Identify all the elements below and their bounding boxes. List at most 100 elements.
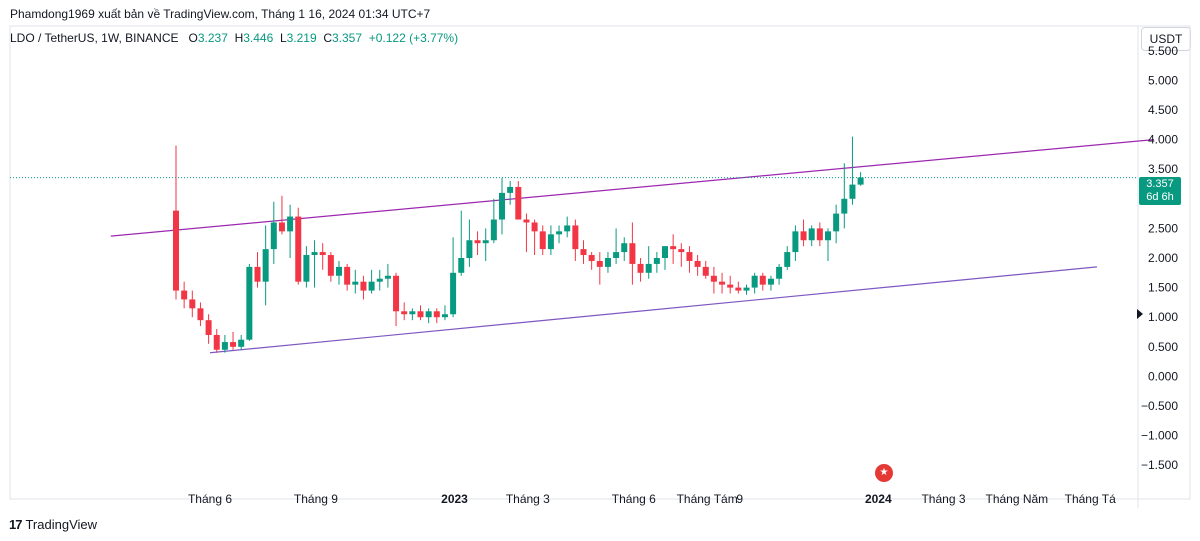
candle [604,252,611,273]
candle-body [547,234,554,250]
candle [230,332,237,350]
candle [539,225,546,256]
close-value: 3.357 [332,31,363,45]
candle [556,225,563,244]
candle [670,234,677,264]
last-price-badge: 3.357 6d 6h [1139,177,1181,205]
price-tick-label: −0.500 [1141,399,1178,413]
time-tick-label: Tháng Tám [677,492,738,506]
candle [417,305,424,321]
tradingview-logo-icon: 17 [9,517,23,532]
price-tick-label: 5.500 [1148,44,1178,58]
candle [580,240,587,264]
candle [197,302,204,327]
price-tick-label: 5.000 [1148,73,1178,87]
candle-body [572,225,579,250]
candle [588,252,595,270]
time-tick-label: 2024 [865,492,892,506]
candle [678,243,685,267]
candle-body [450,272,457,315]
candle [205,314,212,344]
candle-body [278,222,285,232]
price-tick-label: 1.000 [1148,310,1178,324]
candle-body [384,275,391,279]
candle [278,195,285,235]
candle-body [792,231,799,253]
chart-frame [9,25,1191,500]
candle [450,237,457,318]
candle [327,252,334,282]
candle-body [596,260,603,267]
candle [482,228,489,261]
candle-body [376,278,383,282]
candle [719,272,726,294]
candle-body [205,320,212,335]
time-tick-label: Tháng Năm [985,492,1048,506]
candle-body [833,213,840,232]
candle-body [474,240,481,244]
time-tick-label: Tháng Tá [1065,492,1116,506]
candle [352,269,359,294]
candle-body [710,275,717,282]
candle-body [458,258,465,273]
candle-body [637,263,644,273]
candle [246,263,253,341]
candle [759,272,766,291]
change-value: +0.122 (+3.77%) [368,31,459,45]
candle-body [539,231,546,250]
brand-name: TradingView [25,517,98,532]
candle [621,237,628,261]
candle [376,269,383,291]
candle-body [482,240,489,244]
candle [173,145,179,300]
candle-body [425,311,432,318]
candle-body [702,266,709,276]
candle [360,275,367,300]
candle-body [759,275,766,285]
candle-body [751,275,758,288]
candle [743,284,750,295]
candle [181,281,188,309]
candle [792,225,799,261]
us-flag-event-icon[interactable]: ★ [875,464,893,482]
candle [409,308,416,321]
candle [287,204,294,258]
high-label: H [234,31,244,45]
candle [564,216,571,238]
candle [262,225,269,306]
candle [441,305,448,321]
candle-body [319,252,326,256]
candle-body [368,281,375,291]
candle-body [727,284,734,288]
candle [433,308,440,324]
candles [173,136,864,353]
candle [653,252,660,273]
candle-body [490,219,497,241]
candle [833,204,840,244]
candle [572,219,579,261]
price-tick-label: −1.500 [1141,458,1178,472]
scroll-right-icon[interactable] [1137,309,1143,319]
candle [857,172,864,186]
candle-body [580,249,587,256]
candle-body [507,186,514,193]
candle-body [352,281,359,285]
candle [629,222,636,285]
candle-body [515,186,522,220]
time-tick-label: 2023 [441,492,468,506]
candle-body [719,281,726,285]
candle [401,302,408,321]
candle-body [173,210,179,291]
candle-body [409,311,416,315]
candle-body [686,252,693,261]
candle-body [254,266,261,282]
channel-upper-line [110,139,1155,237]
price-tick-label: 1.500 [1148,281,1178,295]
candle-body [767,278,774,285]
candle-body [238,339,245,347]
time-tick-label: Tháng 6 [612,492,656,506]
candle-body [393,275,400,312]
symbol-title[interactable]: LDO / TetherUS, 1W, BINANCE [10,31,179,45]
ohlc-legend: LDO / TetherUS, 1W, BINANCE O3.237 H3.44… [10,31,458,45]
